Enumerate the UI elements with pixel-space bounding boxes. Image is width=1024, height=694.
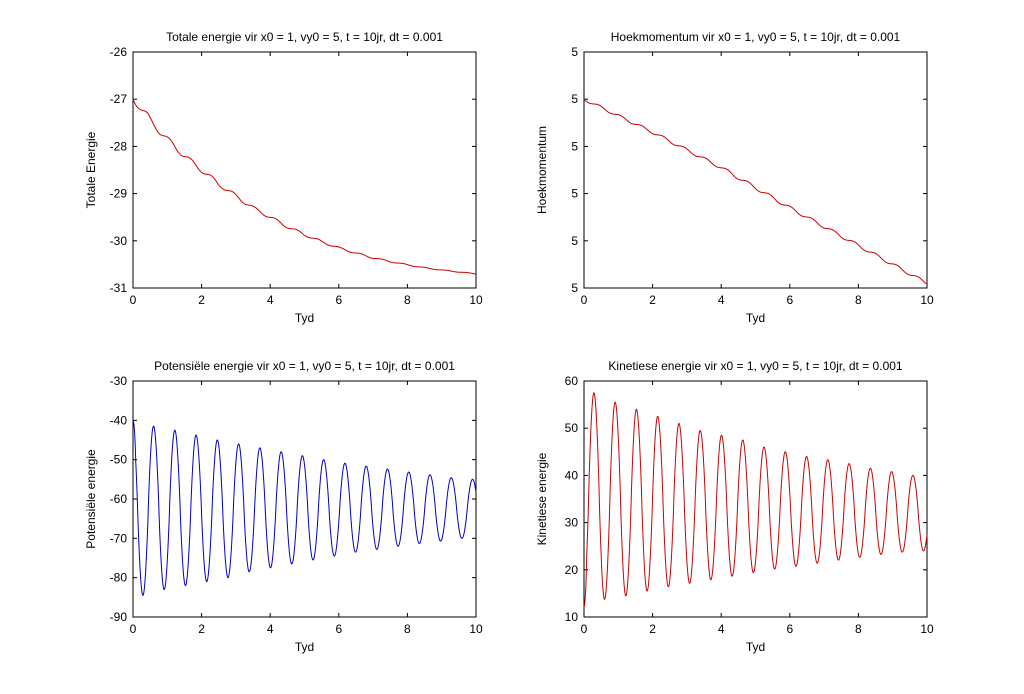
- y-axis-label: Hoekmomentum: [535, 126, 549, 214]
- y-tick-label: -50: [110, 453, 128, 467]
- x-axis-label: Tyd: [295, 311, 314, 325]
- panel-angular-momentum: 0 2 4 6 8 10 5 5 5 5 5 5 Hoekmomentum vir x0 = 1, vy…: [535, 30, 934, 325]
- y-tick-label: -70: [110, 531, 128, 545]
- x-tick-label: 4: [267, 622, 274, 636]
- y-tick-label: 5: [571, 234, 578, 248]
- x-tick-label: 10: [469, 622, 483, 636]
- y-tick-label: -27: [110, 92, 128, 106]
- x-tick-label: 4: [267, 293, 274, 307]
- x-tick-label: 0: [581, 622, 588, 636]
- axes-box: [132, 380, 477, 618]
- x-tick-label: 6: [786, 622, 793, 636]
- series-line: [583, 98, 928, 285]
- y-tick-label: 5: [571, 139, 578, 153]
- y-tick-label: -29: [110, 187, 128, 201]
- y-axis-label: Totale Energie: [84, 131, 98, 208]
- x-tick-label: 8: [404, 622, 411, 636]
- chart-title: Kinetiese energie vir x0 = 1, vy0 = 5, t…: [608, 359, 903, 373]
- x-tick-label: 0: [130, 622, 137, 636]
- x-tick-label: 4: [718, 622, 725, 636]
- y-tick-label: 5: [571, 45, 578, 59]
- y-tick-label: 5: [571, 92, 578, 106]
- axes-box: [583, 380, 928, 618]
- series-line: [583, 392, 928, 608]
- y-tick-label: -60: [110, 492, 128, 506]
- x-tick-label: 0: [581, 293, 588, 307]
- x-tick-label: 2: [649, 293, 656, 307]
- y-tick-label: 5: [571, 281, 578, 295]
- x-tick-label: 2: [198, 293, 205, 307]
- x-tick-label: 2: [649, 622, 656, 636]
- y-tick-label: -40: [110, 413, 128, 427]
- axes-box: [583, 51, 928, 289]
- y-axis-label: Potensiële energie: [84, 449, 98, 549]
- panel-total-energy: 0 2 4 6 8 10 -31 -30 -29 -28 -27 -26 Totale energie …: [84, 30, 483, 325]
- y-tick-label: -28: [110, 139, 128, 153]
- y-tick-label: -80: [110, 571, 128, 585]
- x-tick-label: 10: [920, 293, 934, 307]
- x-tick-label: 8: [404, 293, 411, 307]
- y-tick-label: 10: [565, 610, 579, 624]
- x-tick-label: 2: [198, 622, 205, 636]
- y-tick-label: -26: [110, 45, 128, 59]
- axes-box: [132, 51, 477, 289]
- y-tick-label: 40: [565, 468, 579, 482]
- y-axis-label: Kinetiese energie: [535, 452, 549, 545]
- x-tick-label: 10: [920, 622, 934, 636]
- chart-title: Potensiële energie vir x0 = 1, vy0 = 5, …: [154, 359, 455, 373]
- y-tick-label: 5: [571, 187, 578, 201]
- y-tick-label: 30: [565, 516, 579, 530]
- x-tick-label: 8: [855, 622, 862, 636]
- y-tick-label: -30: [110, 374, 128, 388]
- series-line: [132, 420, 477, 596]
- x-axis-label: Tyd: [295, 640, 314, 654]
- x-tick-label: 6: [786, 293, 793, 307]
- y-tick-label: -31: [110, 281, 128, 295]
- y-tick-label: -30: [110, 234, 128, 248]
- x-axis-label: Tyd: [746, 640, 765, 654]
- x-tick-label: 10: [469, 293, 483, 307]
- x-tick-label: 0: [130, 293, 137, 307]
- x-tick-label: 8: [855, 293, 862, 307]
- y-tick-label: 50: [565, 421, 579, 435]
- chart-title: Hoekmomentum vir x0 = 1, vy0 = 5, t = 10…: [611, 30, 901, 44]
- x-tick-label: 6: [335, 293, 342, 307]
- series-line: [132, 99, 477, 275]
- x-tick-label: 4: [718, 293, 725, 307]
- y-tick-label: -90: [110, 610, 128, 624]
- x-tick-label: 6: [335, 622, 342, 636]
- panel-potential-energy: 0 2 4 6 8 10 -90 -80 -70 -60 -50 -40 -30 Potensiële e…: [84, 359, 483, 654]
- y-tick-label: 20: [565, 563, 579, 577]
- y-tick-label: 60: [565, 374, 579, 388]
- chart-title: Totale energie vir x0 = 1, vy0 = 5, t = …: [166, 30, 443, 44]
- x-axis-label: Tyd: [746, 311, 765, 325]
- panel-kinetic-energy: 0 2 4 6 8 10 10 20 30 40 50 60 Kinetiese energie vir…: [535, 359, 934, 654]
